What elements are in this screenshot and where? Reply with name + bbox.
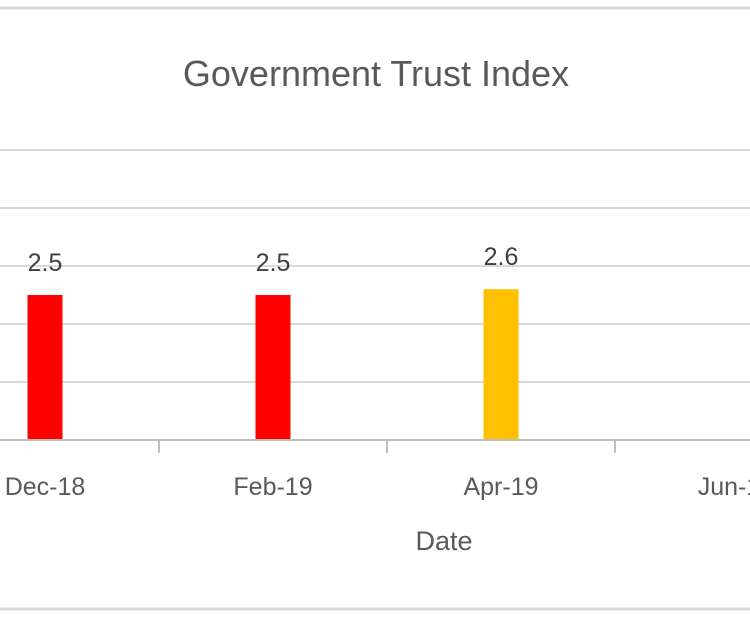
- gridlines: [0, 149, 750, 383]
- data-labels: 2.5 2.5 2.6: [28, 243, 519, 277]
- chart-title: Government Trust Index: [183, 53, 569, 94]
- x-tick-label: Apr-19: [463, 473, 538, 501]
- x-tick-label: Jun-1: [698, 473, 750, 501]
- x-axis-title: Date: [415, 526, 472, 556]
- bar: [483, 289, 519, 440]
- x-axis-ticks: Dec-18 Feb-19 Apr-19 Jun-1: [5, 440, 750, 501]
- bar: [27, 295, 63, 440]
- bars: [27, 289, 519, 440]
- data-label: 2.6: [484, 243, 519, 271]
- x-tick-label: Feb-19: [233, 473, 312, 501]
- data-label: 2.5: [28, 249, 63, 277]
- data-label: 2.5: [256, 249, 291, 277]
- bar: [255, 295, 291, 440]
- x-tick-label: Dec-18: [5, 473, 86, 501]
